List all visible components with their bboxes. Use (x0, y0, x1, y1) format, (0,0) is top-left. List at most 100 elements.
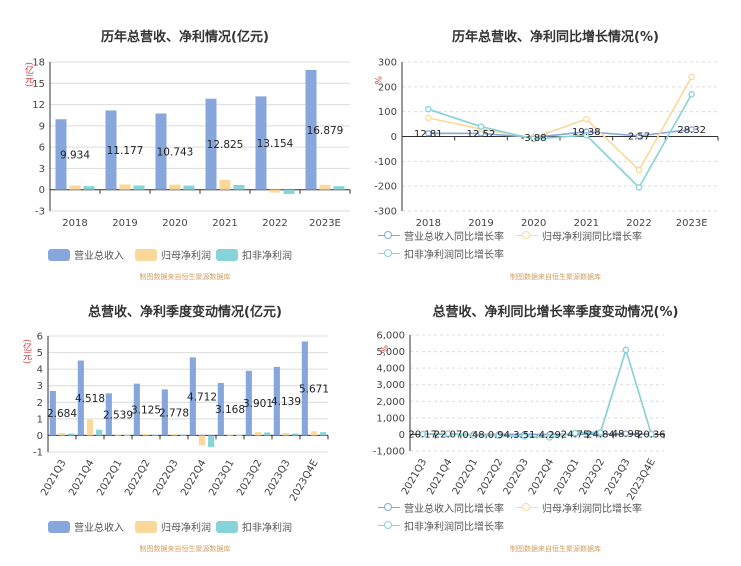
data-point (597, 429, 604, 436)
legend-item[interactable]: 归母净利润同比增长率 (516, 228, 642, 243)
source-note: 制图数据来自恒生聚源数据库 (139, 545, 231, 553)
source-note: 制图数据来自恒生聚源数据库 (510, 273, 601, 281)
legend-label: 扣非净利润 (242, 251, 292, 262)
bar (189, 357, 196, 436)
x-tick-label: 2021 (212, 218, 237, 229)
data-point (583, 132, 590, 139)
x-tick-label: 2021Q3 (39, 458, 68, 498)
bar (233, 184, 245, 190)
data-label: 11.177 (107, 145, 144, 157)
y-tick-label: 1 (37, 414, 43, 425)
data-label: 9.934 (60, 149, 90, 161)
y-tick-label: 6,000 (376, 331, 405, 342)
legend-item[interactable]: 营业总收入同比增长率 (378, 500, 504, 515)
legend-label: 营业总收入同比增长率 (404, 504, 504, 515)
bar (105, 110, 117, 190)
legend-item[interactable]: 扣非净利润同比增长率 (378, 246, 504, 261)
y-tick-label: 1,000 (376, 413, 405, 424)
x-tick-label: 2022Q4 (179, 458, 208, 498)
data-point (622, 430, 630, 437)
bar (255, 96, 267, 190)
legend-label: 归母净利润 (161, 251, 211, 262)
bar (124, 434, 131, 436)
legend-swatch (216, 520, 238, 533)
bar (169, 184, 181, 190)
y-tick-label: 15 (32, 79, 45, 90)
bar (282, 432, 290, 436)
chart-title: 历年总营收、净利同比增长情况(%) (452, 30, 659, 45)
y-tick-label: 0 (399, 430, 405, 441)
y-tick-label: 12 (32, 100, 45, 111)
legend-item[interactable]: 归母净利润 (135, 519, 211, 534)
chart-title: 总营收、净利同比增长率季度变动情况(%) (432, 305, 679, 320)
y-tick-label: 3 (39, 164, 45, 175)
y-tick-label: 3 (37, 381, 43, 392)
bar (333, 186, 345, 190)
bar (205, 98, 217, 190)
bar (269, 189, 281, 193)
data-label: 3.901 (243, 398, 273, 410)
data-label: 20.36 (637, 430, 666, 441)
y-tick-label: 5 (37, 348, 43, 359)
y-tick-label: 0 (37, 431, 43, 442)
x-tick-label: 2022 (262, 218, 287, 229)
legend-item[interactable]: 营业总收入 (48, 519, 124, 534)
y-tick-label: 4,000 (376, 364, 405, 375)
y-unit-label: % (378, 345, 388, 354)
legend-swatch (516, 502, 538, 514)
bar (305, 69, 317, 190)
x-tick-label: 2021 (574, 218, 599, 229)
legend-item[interactable]: 归母净利润同比增长率 (516, 500, 642, 515)
data-label: 12.81 (414, 129, 443, 140)
legend-label: 扣非净利润同比增长率 (404, 522, 504, 533)
chart-title: 历年总营收、净利情况(亿元) (101, 30, 269, 45)
data-label: 10.743 (157, 147, 194, 159)
legend-label: 归母净利润 (161, 523, 211, 534)
series-line (428, 128, 692, 139)
chart-panel-quarterly-revenue: 总营收、净利季度变动情况(亿元) (亿元) 6 5 4 3 2 1 0 -1 2021Q3 202… (0, 283, 370, 566)
legend-label: 营业总收入 (74, 251, 124, 262)
bar (254, 432, 262, 436)
data-point (688, 73, 695, 81)
bar (217, 382, 224, 436)
legend-item[interactable]: 营业总收入 (48, 247, 124, 262)
data-label: 0.48 (462, 430, 484, 441)
data-label: 3.51 (513, 430, 535, 441)
legend-item[interactable]: 扣非净利润 (216, 247, 292, 262)
y-tick-label: 5,000 (376, 347, 405, 358)
y-tick-label: -100 (374, 157, 397, 168)
y-tick-label: 300 (378, 58, 397, 69)
x-tick-label: 2020 (521, 218, 546, 229)
data-point (425, 114, 432, 122)
bar (198, 435, 206, 446)
y-tick-label: 4 (37, 365, 43, 376)
bar (105, 393, 112, 436)
data-label: 3.125 (131, 405, 161, 417)
x-tick-label: 2023E (309, 218, 341, 229)
legend-item[interactable]: 归母净利润 (135, 247, 211, 262)
chart-svg: 6543210-12021Q32021Q42022Q12022Q22022Q32… (33, 332, 329, 504)
chart-panel-annual-revenue: 历年总营收、净利情况(亿元) (亿元) 18 15 12 9 6 3 0 -3 2018 2019… (0, 0, 370, 283)
y-tick-label: 0 (391, 132, 397, 143)
bar (301, 341, 308, 436)
data-point (425, 130, 432, 137)
legend-item[interactable]: 扣非净利润 (216, 519, 292, 534)
bar (142, 434, 150, 436)
bar (49, 390, 56, 436)
bar (292, 433, 299, 436)
legend-item[interactable]: 扣非净利润同比增长率 (378, 518, 504, 533)
series-line (428, 76, 693, 172)
x-tick-label: 2021Q4 (67, 458, 96, 498)
legend-item[interactable]: 营业总收入同比增长率 (378, 228, 504, 243)
data-point (635, 166, 643, 174)
bar (170, 434, 178, 436)
y-unit-label: (亿元) (21, 339, 31, 365)
legend-label: 扣非净利润同比增长率 (404, 250, 504, 261)
data-label: 2.778 (159, 407, 189, 419)
bar (219, 179, 231, 190)
data-label: 0.94 (488, 430, 510, 441)
bar (236, 434, 243, 436)
legend-swatch (135, 248, 157, 261)
bar (114, 434, 122, 436)
y-tick-label: 6 (39, 143, 45, 154)
